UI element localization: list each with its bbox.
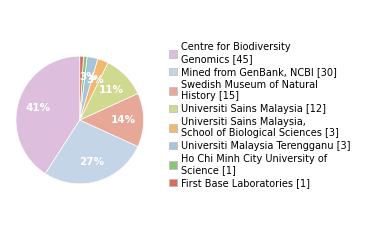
Wedge shape xyxy=(80,63,138,120)
Text: 41%: 41% xyxy=(25,103,51,113)
Wedge shape xyxy=(45,120,138,184)
Wedge shape xyxy=(80,57,98,120)
Text: 3%: 3% xyxy=(79,72,97,83)
Text: 11%: 11% xyxy=(98,85,124,95)
Wedge shape xyxy=(80,59,108,120)
Wedge shape xyxy=(16,56,80,174)
Text: 14%: 14% xyxy=(111,115,136,125)
Wedge shape xyxy=(80,56,84,120)
Text: 3%: 3% xyxy=(87,75,104,84)
Wedge shape xyxy=(80,93,144,147)
Text: 27%: 27% xyxy=(79,157,105,167)
Wedge shape xyxy=(80,56,87,120)
Legend: Centre for Biodiversity
Genomics [45], Mined from GenBank, NCBI [30], Swedish Mu: Centre for Biodiversity Genomics [45], M… xyxy=(169,42,350,188)
